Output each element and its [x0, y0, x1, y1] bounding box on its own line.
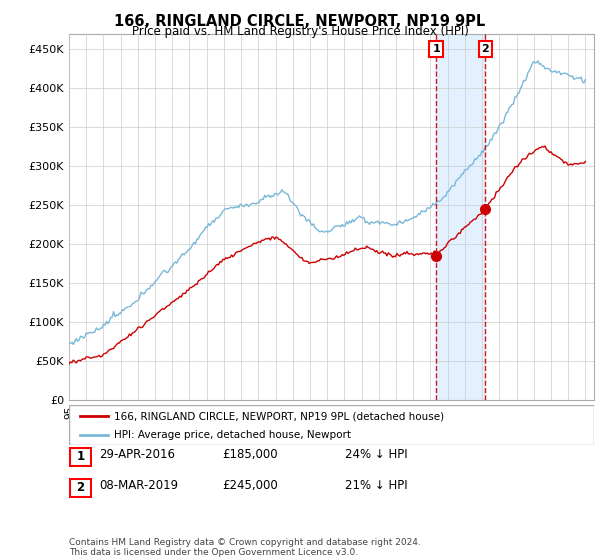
Text: 24% ↓ HPI: 24% ↓ HPI: [345, 448, 407, 461]
Text: 1: 1: [432, 44, 440, 54]
Text: £185,000: £185,000: [222, 448, 278, 461]
Text: 166, RINGLAND CIRCLE, NEWPORT, NP19 9PL: 166, RINGLAND CIRCLE, NEWPORT, NP19 9PL: [115, 14, 485, 29]
Text: 21% ↓ HPI: 21% ↓ HPI: [345, 479, 407, 492]
FancyBboxPatch shape: [70, 448, 91, 466]
Text: 166, RINGLAND CIRCLE, NEWPORT, NP19 9PL (detached house): 166, RINGLAND CIRCLE, NEWPORT, NP19 9PL …: [113, 411, 444, 421]
Text: Contains HM Land Registry data © Crown copyright and database right 2024.
This d: Contains HM Land Registry data © Crown c…: [69, 538, 421, 557]
Text: 08-MAR-2019: 08-MAR-2019: [99, 479, 178, 492]
Text: £245,000: £245,000: [222, 479, 278, 492]
Text: 2: 2: [76, 481, 85, 494]
Bar: [436, 34, 485, 400]
Text: Price paid vs. HM Land Registry's House Price Index (HPI): Price paid vs. HM Land Registry's House …: [131, 25, 469, 38]
Text: 1: 1: [76, 450, 85, 464]
FancyBboxPatch shape: [70, 479, 91, 497]
Text: 2: 2: [481, 44, 489, 54]
Text: 29-APR-2016: 29-APR-2016: [99, 448, 175, 461]
Text: HPI: Average price, detached house, Newport: HPI: Average price, detached house, Newp…: [113, 430, 350, 440]
